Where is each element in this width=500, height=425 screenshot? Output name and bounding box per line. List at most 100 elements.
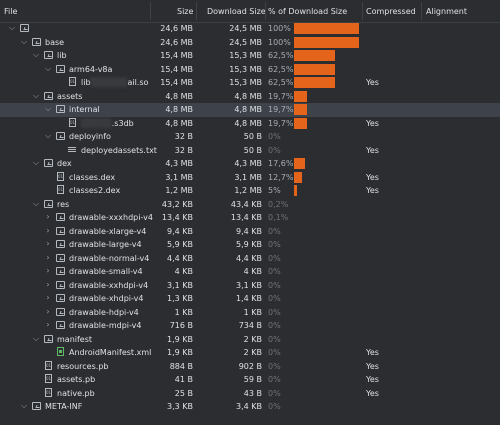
table-row[interactable]: ░░░░░.s3db 4,8 MB 4,8 MB 19,7% Yes bbox=[0, 117, 500, 131]
download-percent: 12,7% bbox=[268, 172, 294, 182]
table-row[interactable]: deployedassets.txt 32 B 50 B 0% Yes bbox=[0, 144, 500, 158]
download-size-bar bbox=[294, 77, 335, 88]
compressed-value: Yes bbox=[366, 361, 379, 371]
table-row[interactable]: › drawable-xhdpi-v4 1,3 KB 1,4 KB 0% bbox=[0, 292, 500, 306]
folder-icon bbox=[56, 64, 65, 73]
column-divider[interactable] bbox=[362, 2, 363, 20]
table-row[interactable]: ⌵ assets 4,8 MB 4,8 MB 19,7% bbox=[0, 90, 500, 104]
table-row[interactable]: ⌵ res 43,2 KB 43,4 KB 0,2% bbox=[0, 198, 500, 212]
column-header-percent[interactable]: % of Download Size bbox=[268, 7, 348, 16]
table-row[interactable]: › drawable-xxhdpi-v4 3,1 KB 3,1 KB 0% bbox=[0, 279, 500, 293]
download-percent: 0% bbox=[268, 307, 281, 317]
table-row[interactable]: › drawable-large-v4 5,9 KB 5,9 KB 0% bbox=[0, 238, 500, 252]
chevron-down-icon[interactable]: ⌵ bbox=[20, 36, 28, 46]
chevron-right-icon[interactable]: › bbox=[46, 212, 50, 221]
table-row[interactable]: ⌵ deployinfo 32 B 50 B 0% bbox=[0, 130, 500, 144]
folder-icon bbox=[56, 105, 65, 113]
compressed-value: Yes bbox=[366, 348, 379, 357]
chevron-down-icon[interactable]: ⌵ bbox=[8, 23, 16, 32]
download-size: 1,2 MB bbox=[234, 186, 262, 195]
compressed-value: Yes bbox=[366, 388, 379, 398]
folder-icon bbox=[44, 199, 53, 208]
download-percent: 62,5% bbox=[268, 51, 294, 60]
file-size: 4 KB bbox=[174, 267, 193, 276]
file-size: 1 KB bbox=[174, 307, 193, 317]
chevron-down-icon[interactable]: ⌵ bbox=[32, 90, 40, 100]
download-size-bar bbox=[294, 36, 359, 48]
binary-file-icon bbox=[45, 374, 52, 383]
chevron-right-icon[interactable]: › bbox=[46, 306, 50, 316]
file-size: 24,6 MB bbox=[160, 24, 193, 33]
text-file-icon bbox=[68, 146, 76, 154]
table-row[interactable]: AndroidManifest.xml 1,9 KB 2 KB 0% Yes bbox=[0, 346, 500, 360]
column-divider[interactable] bbox=[265, 2, 266, 20]
chevron-right-icon[interactable]: › bbox=[46, 293, 50, 302]
table-row[interactable]: resources.pb 884 B 902 B 0% Yes bbox=[0, 360, 500, 374]
table-row[interactable]: › drawable-hdpi-v4 1 KB 1 KB 0% bbox=[0, 306, 500, 320]
table-row[interactable]: › drawable-normal-v4 4,4 KB 4,4 KB 0% bbox=[0, 252, 500, 266]
table-row[interactable]: lib░░░░░░ail.so 15,4 MB 15,3 MB 62,5% Yes bbox=[0, 76, 500, 90]
chevron-right-icon[interactable]: › bbox=[46, 266, 50, 275]
download-size: 15,3 MB bbox=[229, 78, 262, 87]
chevron-down-icon[interactable]: ⌵ bbox=[44, 63, 52, 73]
table-row[interactable]: ⌵ lib 15,4 MB 15,3 MB 62,5% bbox=[0, 49, 500, 63]
file-size: 24,6 MB bbox=[160, 37, 193, 47]
table-row[interactable]: ⌵ META-INF 3,3 KB 3,4 KB 0% bbox=[0, 400, 500, 414]
column-header-download-size[interactable]: Download Size bbox=[207, 7, 266, 16]
chevron-down-icon[interactable]: ⌵ bbox=[20, 401, 28, 410]
file-name: lib bbox=[57, 51, 67, 60]
table-row[interactable]: ⌵ base 24,6 MB 24,5 MB 100% bbox=[0, 36, 500, 50]
table-row[interactable]: assets.pb 41 B 59 B 0% Yes bbox=[0, 373, 500, 387]
file-name: lib░░░░░░ail.so bbox=[81, 78, 149, 87]
table-row[interactable]: classes2.dex 1,2 MB 1,2 MB 5% Yes bbox=[0, 184, 500, 198]
download-percent: 19,7% bbox=[268, 118, 294, 128]
file-size: 32 B bbox=[174, 145, 193, 155]
table-row[interactable]: › drawable-xxxhdpi-v4 13,4 KB 13,4 KB 0,1% bbox=[0, 211, 500, 225]
file-tree-table: ⌵ 24,6 MB 24,5 MB 100% ⌵ base 24,6 MB 24,5 MB 10… bbox=[0, 22, 500, 414]
chevron-down-icon[interactable]: ⌵ bbox=[32, 198, 40, 208]
chevron-right-icon[interactable]: › bbox=[46, 225, 50, 235]
folder-icon bbox=[56, 213, 65, 221]
column-divider[interactable] bbox=[196, 2, 197, 20]
table-row[interactable]: › drawable-small-v4 4 KB 4 KB 0% bbox=[0, 265, 500, 279]
table-row[interactable]: › drawable-xlarge-v4 9,4 KB 9,4 KB 0% bbox=[0, 225, 500, 239]
table-row[interactable]: ⌵ internal 4,8 MB 4,8 MB 19,7% bbox=[0, 103, 500, 117]
table-row[interactable]: ⌵ dex 4,3 MB 4,3 MB 17,6% bbox=[0, 157, 500, 171]
download-size: 3,1 KB bbox=[236, 280, 262, 290]
download-size-bar bbox=[294, 23, 359, 34]
download-size: 5,9 KB bbox=[236, 240, 262, 249]
chevron-down-icon[interactable]: ⌵ bbox=[32, 333, 40, 343]
table-row[interactable]: ⌵ 24,6 MB 24,5 MB 100% bbox=[0, 22, 500, 36]
table-row[interactable]: native.pb 25 B 43 B 0% Yes bbox=[0, 387, 500, 401]
download-size: 4,8 MB bbox=[234, 105, 262, 114]
column-header-file[interactable]: File bbox=[4, 7, 18, 16]
download-percent: 62,5% bbox=[268, 64, 294, 74]
chevron-right-icon[interactable]: › bbox=[46, 252, 50, 262]
chevron-down-icon[interactable]: ⌵ bbox=[32, 50, 40, 59]
download-size: 902 B bbox=[238, 361, 262, 371]
chevron-down-icon[interactable]: ⌵ bbox=[44, 104, 52, 113]
chevron-right-icon[interactable]: › bbox=[46, 279, 50, 289]
table-row[interactable]: classes.dex 3,1 MB 3,1 MB 12,7% Yes bbox=[0, 171, 500, 185]
file-name: drawable-large-v4 bbox=[69, 240, 142, 249]
chevron-down-icon[interactable]: ⌵ bbox=[44, 131, 52, 140]
chevron-right-icon[interactable]: › bbox=[46, 320, 50, 329]
table-row[interactable]: ⌵ arm64-v8a 15,4 MB 15,3 MB 62,5% bbox=[0, 63, 500, 77]
download-percent: 5% bbox=[268, 186, 281, 195]
column-divider[interactable] bbox=[421, 2, 422, 20]
table-row[interactable]: › drawable-mdpi-v4 716 B 734 B 0% bbox=[0, 319, 500, 333]
column-header-alignment[interactable]: Alignment bbox=[426, 7, 467, 16]
table-row[interactable]: ⌵ manifest 1,9 KB 2 KB 0% bbox=[0, 333, 500, 347]
file-size: 4,4 KB bbox=[167, 253, 193, 263]
chevron-right-icon[interactable]: › bbox=[46, 239, 50, 248]
column-header-size[interactable]: Size bbox=[177, 7, 194, 16]
column-divider[interactable] bbox=[150, 2, 151, 20]
folder-icon bbox=[56, 307, 65, 316]
column-header-compressed[interactable]: Compressed bbox=[366, 7, 416, 16]
file-size: 3,1 MB bbox=[165, 172, 193, 182]
download-size: 1,4 KB bbox=[236, 294, 262, 303]
download-percent: 0,2% bbox=[268, 199, 289, 209]
chevron-down-icon[interactable]: ⌵ bbox=[32, 158, 40, 167]
file-size: 1,3 KB bbox=[167, 294, 193, 303]
download-size-bar bbox=[294, 104, 307, 115]
